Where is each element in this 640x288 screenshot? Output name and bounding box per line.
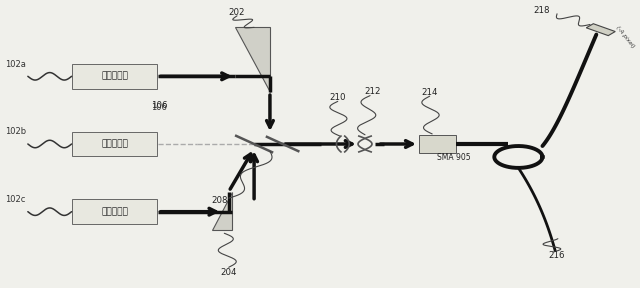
Text: 216: 216: [548, 251, 565, 260]
Text: 102a: 102a: [5, 60, 26, 69]
Text: 红光激光器: 红光激光器: [101, 207, 128, 216]
Text: 维光激光器: 维光激光器: [101, 139, 128, 149]
Text: 蓝光激光器: 蓝光激光器: [101, 72, 128, 81]
Bar: [419, 135, 456, 153]
Text: SMA 905: SMA 905: [437, 153, 470, 162]
Text: 202: 202: [228, 7, 245, 17]
Polygon shape: [586, 24, 615, 36]
Text: 212: 212: [364, 87, 381, 96]
Text: (-A pixel): (-A pixel): [614, 25, 635, 49]
Text: 106: 106: [151, 101, 167, 111]
Text: 218: 218: [533, 6, 550, 16]
Bar: [72, 132, 157, 156]
Polygon shape: [235, 27, 270, 92]
Text: 210: 210: [330, 93, 346, 102]
Text: 214: 214: [421, 88, 438, 97]
Bar: [72, 199, 157, 224]
Bar: [72, 64, 157, 89]
Text: 204: 204: [221, 268, 237, 277]
Polygon shape: [212, 192, 232, 230]
Text: 208: 208: [211, 196, 227, 205]
Text: 106: 106: [151, 103, 167, 113]
Text: 102b: 102b: [5, 127, 26, 136]
Text: 102c: 102c: [6, 195, 26, 204]
